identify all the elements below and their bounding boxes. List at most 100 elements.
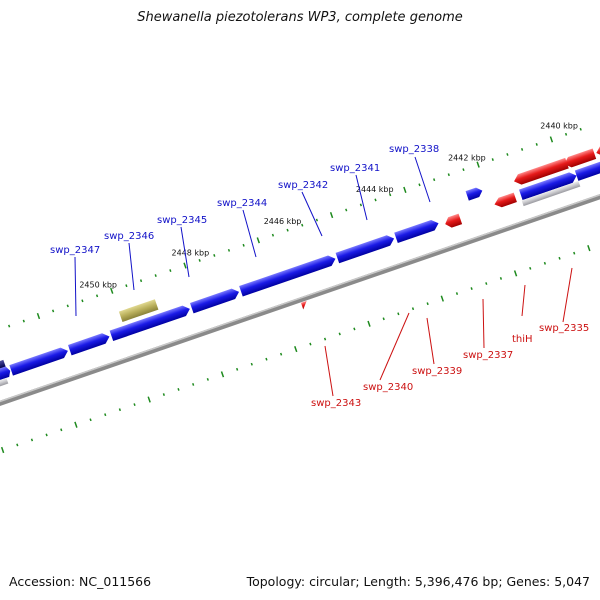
gene-label: swp_2340	[363, 382, 413, 393]
scale-tick-bottom	[30, 438, 34, 442]
gene-label: swp_2337	[463, 350, 513, 361]
gene-label: swp_2338	[389, 144, 439, 155]
scale-tick-bottom	[411, 307, 415, 311]
scale-tick-top	[506, 153, 509, 156]
scale-tick-top	[345, 208, 348, 212]
scale-label: 2442 kbp	[448, 153, 486, 162]
scale-tick-top	[403, 186, 407, 193]
genome-summary: Topology: circular; Length: 5,396,476 bp…	[246, 574, 590, 589]
gene-forward	[68, 333, 110, 356]
scale-tick-top	[418, 183, 421, 187]
scale-tick-top	[51, 309, 55, 313]
scale-tick-bottom	[440, 295, 444, 302]
scale-tick-top	[301, 223, 304, 227]
scale-tick-top	[95, 294, 99, 298]
scale-tick-bottom	[338, 332, 341, 336]
genes-label: Genes:	[506, 574, 551, 589]
gene-label: swp_2339	[412, 366, 462, 377]
scale-tick-top	[154, 274, 157, 278]
scale-tick-top	[359, 203, 362, 207]
scale-tick-bottom	[513, 270, 518, 277]
scale-tick-top	[227, 248, 231, 252]
scale-tick-top	[329, 212, 334, 219]
scale-label: 2448 kbp	[172, 249, 210, 258]
gene-label: swp_2345	[157, 215, 207, 226]
scale-tick-bottom	[499, 277, 503, 280]
scale-tick-bottom	[543, 261, 547, 265]
gene-forward	[0, 366, 11, 382]
scale-tick-top	[271, 233, 275, 237]
scale-tick-top	[139, 279, 143, 283]
scale-tick-bottom	[74, 421, 78, 428]
gene-other-grey	[521, 180, 581, 207]
accession-value: NC_011566	[79, 574, 152, 589]
scale-labels: 2440 kbp 2442 kbp 2444 kbp 2446 kbp 2448 kbp…	[79, 122, 578, 290]
gene-label: swp_2335	[539, 323, 589, 334]
scale-tick-bottom	[323, 337, 327, 341]
gene-forward	[109, 305, 190, 342]
scale-tick-bottom	[147, 396, 151, 403]
scale-ticks-bottom	[0, 245, 591, 454]
scale-label: 2440 kbp	[540, 122, 578, 131]
gene-label: swp_2342	[278, 180, 328, 191]
scale-tick-bottom	[133, 403, 136, 407]
gene-forward	[574, 159, 600, 181]
gene-labels-top: swp_2338 swp_2341 swp_2342 swp_2344 swp_…	[50, 144, 439, 256]
scale-tick-bottom	[162, 393, 165, 396]
scale-label: 2444 kbp	[356, 185, 394, 194]
scale-tick-top	[535, 142, 538, 146]
scale-tick-top	[213, 253, 216, 257]
scale-tick-bottom	[265, 357, 268, 361]
scale-label: 2450 kbp	[79, 280, 117, 289]
scale-tick-bottom	[529, 266, 532, 270]
scale-tick-bottom	[206, 377, 209, 381]
gene-label: swp_2347	[50, 245, 100, 256]
scale-tick-bottom	[236, 367, 239, 371]
scale-tick-top	[520, 148, 524, 151]
gene-olive	[118, 299, 159, 322]
scale-tick-top	[125, 284, 128, 288]
scale-tick-top	[491, 158, 494, 161]
length-value: 5,396,476 bp	[414, 574, 499, 589]
gene-navy	[0, 359, 6, 373]
scale-tick-bottom	[0, 446, 5, 454]
leader-lines-top	[74, 156, 431, 317]
scale-tick-top	[389, 193, 392, 197]
scale-tick-top	[374, 198, 377, 202]
scale-tick-top	[198, 259, 201, 262]
accession-label: Accession:	[9, 574, 76, 589]
scale-tick-top	[315, 218, 319, 222]
gene-reverse	[596, 124, 600, 157]
gene-label: swp_2346	[104, 231, 154, 242]
gene-label: thiH	[512, 334, 533, 345]
backbone-highlight	[0, 167, 600, 417]
scale-tick-top	[66, 304, 69, 308]
scale-tick-top	[110, 287, 114, 294]
leader-lines-bottom	[324, 267, 573, 397]
gene-reverse-tiny	[300, 300, 307, 310]
scale-tick-bottom	[367, 320, 371, 327]
scale-ticks-top	[8, 127, 582, 328]
scale-label: 2446 kbp	[264, 217, 302, 226]
gene-reverse	[494, 192, 517, 208]
gene-reverse	[514, 157, 569, 185]
scale-tick-bottom	[397, 312, 400, 316]
scale-tick-top	[242, 243, 245, 247]
scale-tick-bottom	[89, 418, 92, 422]
gene-forward	[335, 235, 395, 264]
scale-tick-bottom	[118, 408, 122, 412]
scale-tick-bottom	[177, 388, 180, 391]
page-title: Shewanella piezotolerans WP3, complete g…	[137, 10, 463, 25]
scale-tick-bottom	[279, 352, 283, 356]
scale-tick-top	[286, 228, 289, 232]
scale-tick-bottom	[353, 327, 356, 331]
scale-tick-top	[433, 178, 436, 182]
gene-forward-small	[465, 187, 483, 201]
topology-label: Topology:	[246, 574, 306, 589]
scale-tick-bottom	[573, 251, 576, 255]
scale-tick-bottom	[220, 371, 225, 378]
scale-tick-bottom	[485, 282, 488, 285]
gene-forward	[9, 347, 68, 376]
gene-label: swp_2343	[311, 398, 361, 409]
scale-tick-top	[462, 168, 465, 172]
